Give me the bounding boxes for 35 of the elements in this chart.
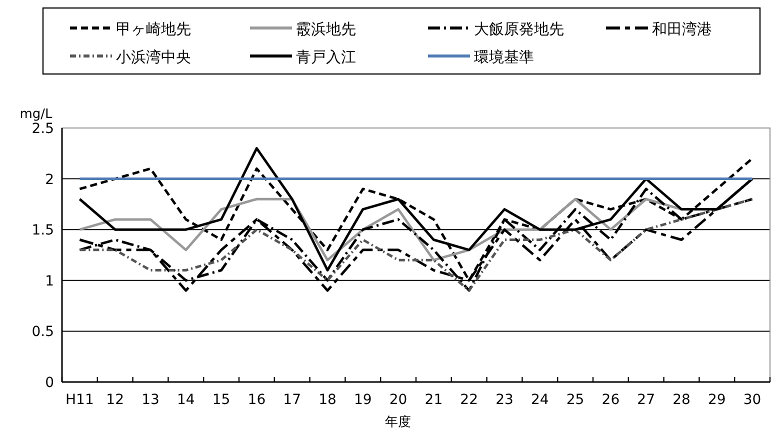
y-tick-label: 1 xyxy=(45,273,54,290)
x-axis-title: 年度 xyxy=(385,414,411,428)
y-tick-label: 2 xyxy=(45,172,54,188)
x-tick-label: 25 xyxy=(566,392,584,408)
x-tick-label: 29 xyxy=(708,392,726,408)
y-tick-label: 1.5 xyxy=(32,222,54,239)
y-tick-label: 0.5 xyxy=(32,324,54,340)
legend-label: 和田湾港 xyxy=(652,20,712,38)
x-tick-label: 21 xyxy=(424,392,443,408)
legend-label: 甲ヶ崎地先 xyxy=(116,20,191,38)
x-tick-label: 23 xyxy=(496,392,514,408)
x-tick-label: 14 xyxy=(176,392,195,408)
x-tick-label: 16 xyxy=(248,392,266,408)
legend-label: 小浜湾中央 xyxy=(116,48,191,66)
x-tick-label: 28 xyxy=(672,392,690,408)
x-tick-label: 20 xyxy=(389,392,408,408)
x-tick-label: 15 xyxy=(212,392,230,408)
y-axis-title: mg/L xyxy=(20,107,54,122)
x-tick-label: H11 xyxy=(66,392,94,408)
y-tick-label: 0 xyxy=(45,375,54,391)
legend-label: 霰浜地先 xyxy=(296,20,356,38)
y-tick-label: 2.5 xyxy=(32,121,54,137)
x-tick-label: 27 xyxy=(637,392,656,408)
legend-label: 青戸入江 xyxy=(296,48,356,66)
x-tick-label: 24 xyxy=(530,392,549,408)
x-tick-label: 22 xyxy=(460,392,478,408)
x-tick-label: 30 xyxy=(743,392,762,408)
x-tick-label: 19 xyxy=(354,392,372,408)
legend-label: 大飯原発地先 xyxy=(474,20,564,38)
x-tick-label: 17 xyxy=(283,392,302,408)
x-tick-label: 12 xyxy=(106,392,124,408)
x-tick-label: 18 xyxy=(318,392,336,408)
x-tick-label: 13 xyxy=(142,392,160,408)
legend-label: 環境基準 xyxy=(474,48,534,66)
x-tick-label: 26 xyxy=(602,392,620,408)
